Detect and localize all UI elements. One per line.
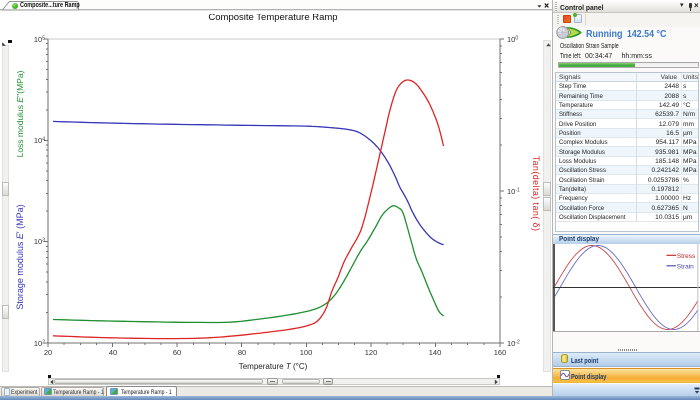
svg-text:10-1: 10-1: [507, 187, 520, 196]
svg-text:Storage modulus E′ (MPa): Storage modulus E′ (MPa): [15, 204, 25, 309]
svg-text:10-2: 10-2: [507, 339, 520, 348]
svg-text:20: 20: [44, 348, 52, 357]
svg-text:100: 100: [300, 348, 313, 357]
svg-text:120: 120: [365, 348, 378, 357]
svg-text:Strain: Strain: [677, 263, 694, 270]
svg-text:80: 80: [238, 348, 246, 357]
svg-text:Composite Temperature Ramp: Composite Temperature Ramp: [208, 14, 337, 23]
svg-text:105: 105: [34, 35, 45, 44]
svg-text:140: 140: [429, 348, 442, 357]
svg-text:160: 160: [494, 348, 507, 357]
svg-text:Tan(delta) tan( δ): Tan(delta) tan( δ): [531, 156, 541, 232]
svg-text:Temperature T (°C): Temperature T (°C): [239, 362, 308, 371]
svg-text:104: 104: [34, 136, 45, 145]
svg-text:Stress: Stress: [677, 253, 696, 260]
svg-text:Loss modulus E′′(MPa): Loss modulus E′′(MPa): [15, 70, 25, 157]
svg-text:60: 60: [173, 348, 181, 357]
svg-text:100: 100: [507, 35, 518, 44]
svg-text:103: 103: [34, 237, 45, 246]
svg-text:40: 40: [109, 348, 117, 357]
svg-text:102: 102: [34, 339, 45, 348]
